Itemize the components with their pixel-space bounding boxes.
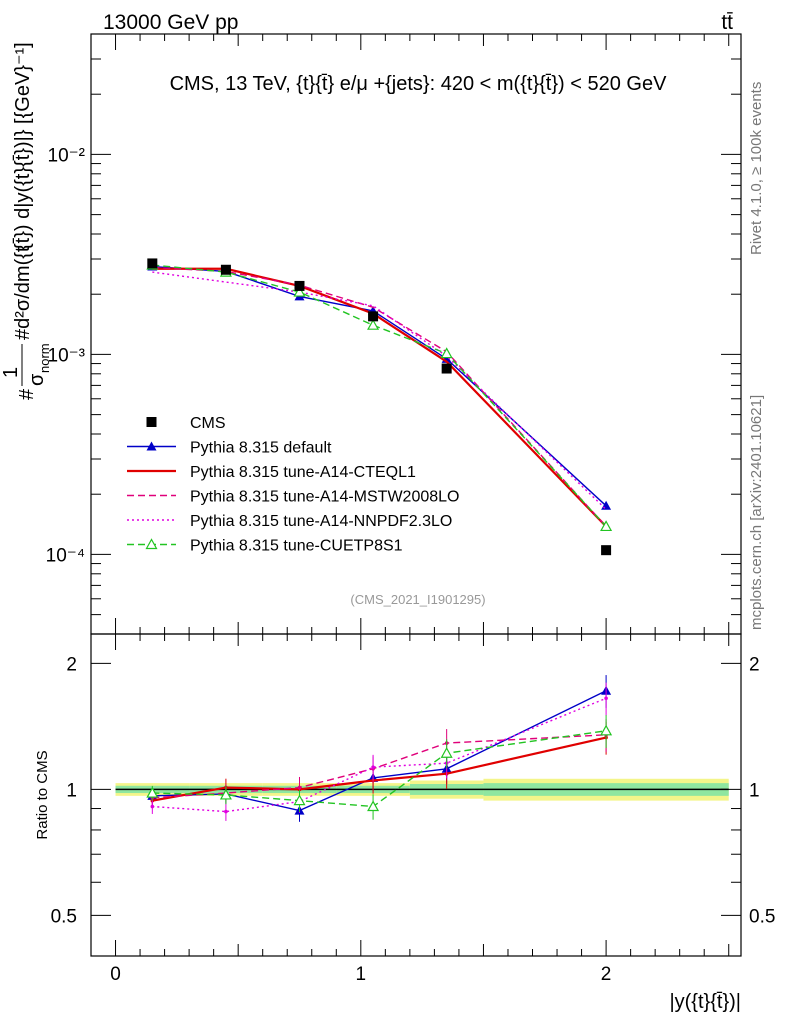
ratio-marker-pythia-8-315-tune-a14-nnpdf2-3lo [371,765,375,769]
main-marker-pythia-8-315-tune-cuetp8s1 [367,318,380,330]
ratio-panel: 0.5 0.5 1 1 2 2 0 1 2 [51,633,776,985]
main-axis-ticks [91,33,741,635]
ratio-y-axis-label: Ratio to CMS [34,750,51,839]
main-line-pythia-8-315-tune-cuetp8s1 [152,264,607,527]
ratio-marker-pythia-8-315-tune-a14-nnpdf2-3lo [604,696,608,701]
main-y-tick-labels: 10⁻² 10⁻³ 10⁻⁴ [46,145,85,566]
ratio-marker-pythia-8-315-tune-a14-nnpdf2-3lo [224,809,228,814]
x-tick-label: 1 [356,964,367,985]
legend-label-pythia-8-315-default: Pythia 8.315 default [190,440,332,457]
y-tick-label: 10⁻⁴ [46,545,85,566]
ratio-marker-pythia-8-315-tune-cuetp8s1 [219,788,232,800]
ratio-frame [90,633,742,957]
ratio-line-pythia-8-315-tune-a14-nnpdf2-3lo [152,697,607,813]
main-marker-pythia-8-315-tune-cuetp8s1 [440,347,453,359]
x-tick-label: 0 [110,964,121,985]
ratio-axis-ticks [91,634,741,957]
ratio-marker-pythia-8-315-tune-cuetp8s1 [293,794,306,806]
ratio-y-tick-label: 0.5 [51,906,77,927]
ratio-line-pythia-8-315-tune-cuetp8s1 [152,730,607,808]
data-point-cms [601,545,612,556]
ratio-marker-pythia-8-315-tune-a14-nnpdf2-3lo [150,804,155,809]
ratio-marker-pythia-8-315-tune-cuetp8s1 [367,800,380,812]
main-marker-pythia-8-315-tune-cuetp8s1 [293,285,306,297]
ratio-y-tick-label-right: 0.5 [749,906,775,927]
data-point-cms [220,264,231,275]
legend-marker-pythia-8-315-tune-cuetp8s1 [145,538,158,550]
ratio-marker-pythia-8-315-tune-cuetp8s1 [440,746,453,758]
y-label-derivative: #d²σ/dm({t [12,246,34,340]
main-line-pythia-8-315-tune-a14-cteql1 [152,267,607,528]
y-axis-label: # 1 σ norm #d²σ/dm({t {t̄}) d|y({t}{t̄})… [0,42,52,400]
data-point-cms [368,311,379,322]
ratio-line-pythia-8-315-tune-a14-cteql1 [152,736,607,802]
main-marker-pythia-8-315-tune-cuetp8s1 [600,520,613,532]
legend-label-pythia-8-315-tune-a14-nnpdf2-3lo: Pythia 8.315 tune-A14-NNPDF2.3LO [190,513,452,530]
legend-label-pythia-8-315-tune-cuetp8s1: Pythia 8.315 tune-CUETP8S1 [190,538,403,555]
ratio-line-pythia-8-315-tune-a14-mstw2008lo [152,734,607,799]
ratio-series-group [146,675,613,822]
ratio-y-tick-label: 1 [66,780,77,801]
x-axis-label: |y({t}{t̄})| [669,991,741,1013]
process-label: tt̄ [721,11,733,34]
x-tick-labels: 0 1 2 [110,964,611,985]
ratio-uncertainty-band [115,778,729,801]
main-series-group [146,258,613,556]
ratio-y-tick-label-right: 2 [749,654,760,675]
ratio-y-tick-label-right: 1 [749,780,760,801]
y-label-prefix: # [16,388,38,400]
legend-symbol-cms [146,417,157,427]
ratio-marker-pythia-8-315-tune-cuetp8s1 [600,724,613,736]
legend-label-pythia-8-315-tune-a14-mstw2008lo: Pythia 8.315 tune-A14-MSTW2008LO [190,489,459,506]
ratio-y-tick-labels: 0.5 0.5 1 1 2 2 [51,654,776,927]
ratio-marker-pythia-8-315-tune-cuetp8s1 [146,786,159,798]
main-line-pythia-8-315-tune-a14-nnpdf2-3lo [152,271,607,510]
ratio-y-tick-label: 2 [66,654,77,675]
ratio-marker-pythia-8-315-tune-a14-mstw2008lo [297,785,302,790]
y-label-one: 1 [0,367,22,378]
legend: CMS Pythia 8.315 default Pythia 8.315 tune… [127,415,459,555]
y-label-norm: norm [37,343,52,373]
y-label-rest: {t̄}) d|y({t}{t̄})|} [{GeV}⁻¹] [12,42,34,250]
chart-title: CMS, 13 TeV, {t}{t̄} e/μ +{jets}: 420 < … [170,73,668,95]
legend-marker-pythia-8-315-default [146,441,157,451]
data-point-cms [441,363,452,374]
main-panel: 10⁻² 10⁻³ 10⁻⁴ CMS, 13 TeV, {t}{t̄} e/μ +{… [46,33,742,635]
analysis-tag: (CMS_2021_I1901295) [350,592,485,607]
data-point-cms [294,280,305,291]
legend-label-pythia-8-315-tune-a14-cteql1: Pythia 8.315 tune-A14-CTEQL1 [190,464,416,481]
x-tick-label: 2 [601,964,612,985]
source-label: mcplots.cern.ch [arXiv:2401.10621] [748,395,765,630]
rivet-version-label: Rivet 4.1.0, ≥ 100k events [748,82,765,255]
legend-label-cms: CMS [190,415,226,432]
y-tick-label: 10⁻³ [48,345,86,366]
data-point-cms [147,258,158,269]
y-tick-label: 10⁻² [48,145,86,166]
energy-label: 13000 GeV pp [103,11,238,34]
y-label-sigma: σ [26,373,48,386]
